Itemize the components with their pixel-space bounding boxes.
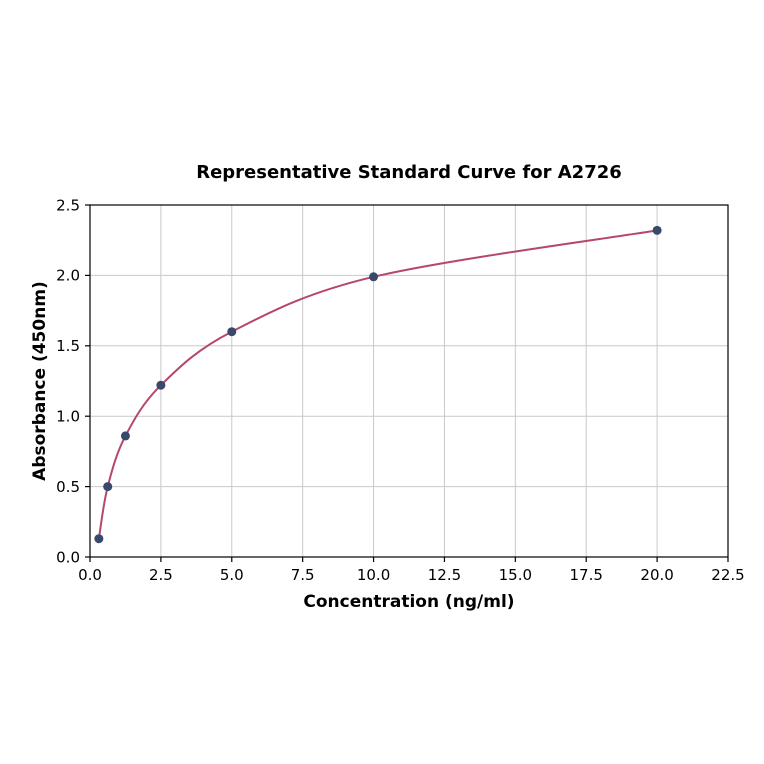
y-tick-label: 0.5 bbox=[56, 478, 80, 496]
x-tick-label: 12.5 bbox=[428, 566, 461, 584]
x-tick-label: 5.0 bbox=[220, 566, 244, 584]
data-point bbox=[227, 327, 237, 337]
data-point bbox=[156, 380, 166, 390]
y-tick-label: 2.0 bbox=[56, 267, 80, 285]
x-axis-label: Concentration (ng/ml) bbox=[303, 592, 515, 612]
y-tick-label: 1.5 bbox=[56, 337, 80, 355]
data-point bbox=[120, 431, 130, 441]
data-point bbox=[94, 534, 104, 544]
data-point bbox=[369, 272, 379, 282]
y-tick-label: 2.5 bbox=[56, 196, 80, 214]
x-tick-label: 0.0 bbox=[78, 566, 102, 584]
x-tick-label: 17.5 bbox=[570, 566, 603, 584]
x-tick-label: 20.0 bbox=[640, 566, 673, 584]
x-tick-label: 7.5 bbox=[291, 566, 315, 584]
fitted-curve bbox=[97, 229, 658, 539]
chart-title: Representative Standard Curve for A2726 bbox=[196, 162, 622, 183]
x-tick-label: 10.0 bbox=[357, 566, 390, 584]
plot-frame bbox=[89, 204, 729, 558]
x-tick-label: 2.5 bbox=[149, 566, 173, 584]
data-point bbox=[103, 482, 113, 492]
y-tick-label: 0.0 bbox=[56, 548, 80, 566]
data-point bbox=[652, 225, 662, 235]
y-tick-label: 1.0 bbox=[56, 407, 80, 425]
x-tick-label: 15.0 bbox=[499, 566, 532, 584]
x-tick-label: 22.5 bbox=[711, 566, 744, 584]
